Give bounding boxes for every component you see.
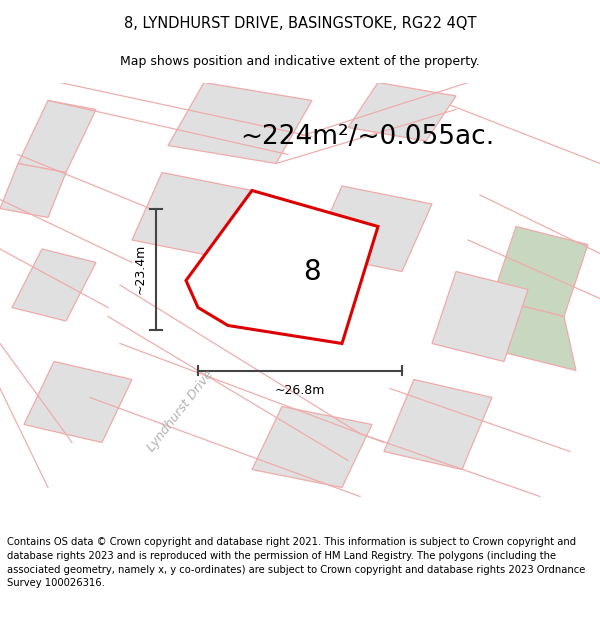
Polygon shape [492, 299, 576, 371]
Text: Map shows position and indicative extent of the property.: Map shows position and indicative extent… [120, 56, 480, 68]
Text: 8, LYNDHURST DRIVE, BASINGSTOKE, RG22 4QT: 8, LYNDHURST DRIVE, BASINGSTOKE, RG22 4Q… [124, 16, 476, 31]
Text: ~23.4m: ~23.4m [134, 244, 147, 294]
Polygon shape [252, 406, 372, 488]
Polygon shape [0, 164, 66, 217]
Polygon shape [18, 101, 96, 172]
Polygon shape [312, 186, 432, 271]
Polygon shape [384, 379, 492, 469]
Polygon shape [132, 173, 252, 258]
Polygon shape [492, 226, 588, 316]
Polygon shape [186, 191, 378, 344]
Polygon shape [432, 271, 528, 361]
Polygon shape [168, 82, 312, 164]
Text: 8: 8 [303, 258, 321, 286]
Text: ~26.8m: ~26.8m [275, 384, 325, 397]
Text: ~224m²/~0.055ac.: ~224m²/~0.055ac. [240, 124, 494, 149]
Polygon shape [24, 361, 132, 442]
Polygon shape [348, 82, 456, 141]
Text: Contains OS data © Crown copyright and database right 2021. This information is : Contains OS data © Crown copyright and d… [7, 538, 586, 588]
Text: Lyndhurst Drive: Lyndhurst Drive [145, 368, 215, 454]
Polygon shape [12, 249, 96, 321]
